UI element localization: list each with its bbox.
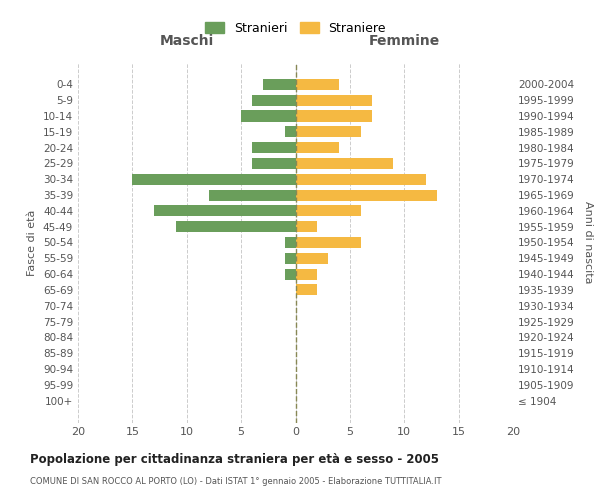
Bar — [296, 237, 361, 248]
Bar — [284, 126, 296, 138]
Bar — [209, 190, 296, 200]
Text: Maschi: Maschi — [160, 34, 214, 48]
Bar — [176, 221, 296, 232]
Bar — [241, 110, 296, 122]
Bar — [284, 237, 296, 248]
Bar — [296, 158, 394, 169]
Bar — [284, 268, 296, 280]
Bar — [296, 253, 328, 264]
Bar — [133, 174, 296, 185]
Bar — [252, 94, 296, 106]
Bar — [263, 79, 296, 90]
Text: Femmine: Femmine — [368, 34, 440, 48]
Bar — [296, 206, 361, 216]
Bar — [296, 284, 317, 296]
Legend: Stranieri, Straniere: Stranieri, Straniere — [205, 22, 386, 35]
Bar — [284, 253, 296, 264]
Bar — [296, 221, 317, 232]
Bar — [154, 206, 296, 216]
Bar — [296, 126, 361, 138]
Bar — [296, 79, 339, 90]
Text: COMUNE DI SAN ROCCO AL PORTO (LO) - Dati ISTAT 1° gennaio 2005 - Elaborazione TU: COMUNE DI SAN ROCCO AL PORTO (LO) - Dati… — [30, 478, 442, 486]
Bar — [296, 110, 371, 122]
Bar — [296, 94, 371, 106]
Bar — [296, 268, 317, 280]
Bar — [252, 142, 296, 153]
Y-axis label: Fasce di età: Fasce di età — [28, 210, 37, 276]
Bar — [296, 142, 339, 153]
Bar — [296, 174, 426, 185]
Bar — [252, 158, 296, 169]
Bar — [296, 190, 437, 200]
Y-axis label: Anni di nascita: Anni di nascita — [583, 201, 593, 284]
Text: Popolazione per cittadinanza straniera per età e sesso - 2005: Popolazione per cittadinanza straniera p… — [30, 452, 439, 466]
